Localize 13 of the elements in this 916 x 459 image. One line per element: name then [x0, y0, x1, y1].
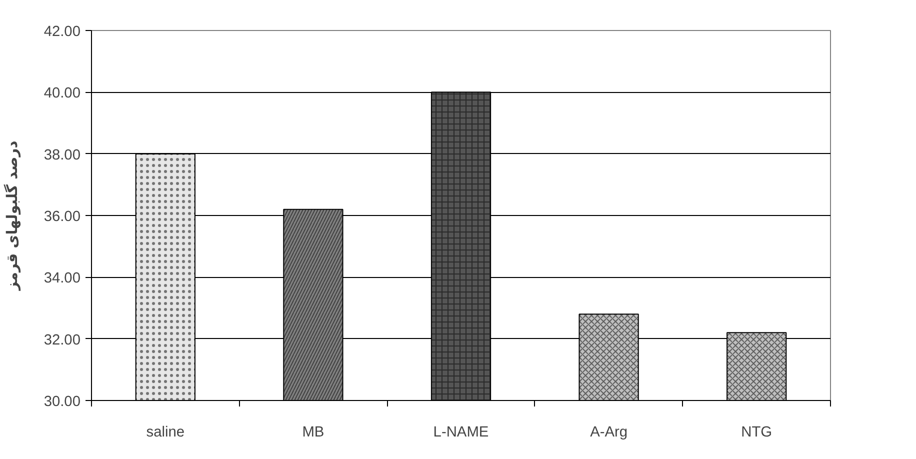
- y-tick-label: 32.00: [44, 332, 81, 348]
- y-tick-label: 30.00: [44, 394, 81, 410]
- x-tick-label: saline: [146, 424, 185, 440]
- y-tick-label: 34.00: [44, 270, 81, 287]
- x-tick-label: NTG: [741, 424, 772, 440]
- x-tick-label: MB: [302, 424, 324, 440]
- y-axis-title: درصد گلبولهای قرمز: [2, 140, 21, 292]
- y-tick-label: 38.00: [44, 147, 81, 164]
- x-tick-label: A-Arg: [590, 424, 628, 440]
- y-tick-label: 40.00: [44, 86, 81, 102]
- y-tick-label: 36.00: [44, 209, 81, 225]
- y-tick-label: 42.00: [44, 24, 81, 40]
- x-tick-label: L-NAME: [433, 424, 489, 440]
